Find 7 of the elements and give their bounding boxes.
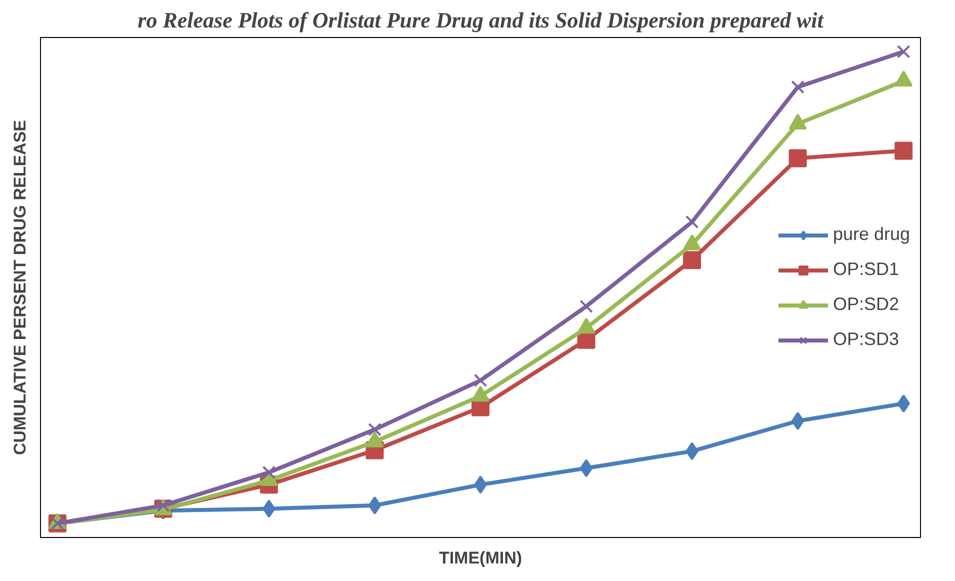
legend-label: OP:SD3 xyxy=(832,329,899,350)
legend-label: OP:SD2 xyxy=(832,294,899,315)
chart-title: ro Release Plots of Orlistat Pure Drug and its Solid Dispersion prepared wit xyxy=(138,8,824,32)
y-axis-title: CUMULATIVE PERSENT DRUG RELEASE xyxy=(10,120,30,455)
legend-label: OP:SD1 xyxy=(832,259,899,280)
x-axis-title: TIME(MIN) xyxy=(438,548,522,568)
legend-label: pure drug xyxy=(832,224,910,245)
